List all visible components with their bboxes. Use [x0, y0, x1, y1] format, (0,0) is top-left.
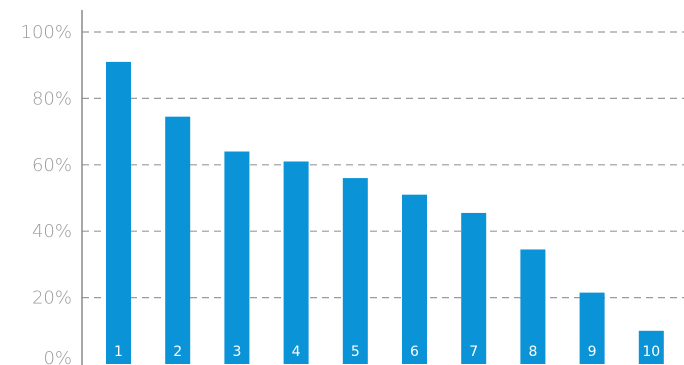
bar-7 [461, 212, 487, 364]
bar-9 [579, 292, 605, 364]
y-tick-label: 20% [32, 288, 72, 309]
bar-label-5: 5 [351, 344, 360, 360]
bar-6 [402, 194, 427, 364]
bar-4 [283, 161, 309, 364]
bar-8 [520, 249, 546, 364]
bar-label-1: 1 [114, 344, 123, 360]
y-tick-label: 40% [32, 221, 72, 242]
bar-1 [106, 61, 131, 364]
y-tick-label: 80% [32, 88, 72, 109]
bar-label-7: 7 [469, 344, 478, 360]
bar-label-4: 4 [292, 344, 301, 360]
bars [106, 61, 664, 364]
bar-label-8: 8 [528, 344, 537, 360]
bar-label-6: 6 [410, 344, 419, 360]
bar-label-2: 2 [173, 344, 182, 360]
y-tick-label: 0% [43, 348, 72, 365]
bar-2 [165, 116, 191, 364]
bar-label-10: 10 [642, 344, 660, 360]
y-tick-labels: 0% 20% 40% 60% 80% 100% [21, 22, 72, 365]
bar-label-9: 9 [588, 344, 597, 360]
bar-3 [224, 151, 250, 364]
bar-label-3: 3 [232, 344, 241, 360]
bar-5 [342, 178, 368, 364]
y-tick-label: 60% [32, 155, 72, 176]
y-tick-label: 100% [21, 22, 72, 43]
bar-labels: 1 2 3 4 5 6 7 8 9 10 [114, 344, 660, 360]
bar-10 [638, 330, 664, 364]
